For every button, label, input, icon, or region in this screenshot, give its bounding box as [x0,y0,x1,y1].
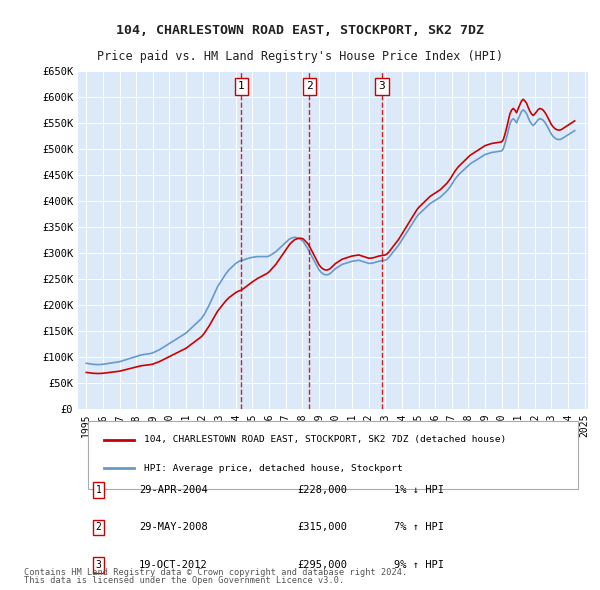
Text: 29-APR-2004: 29-APR-2004 [139,485,208,495]
Text: 104, CHARLESTOWN ROAD EAST, STOCKPORT, SK2 7DZ: 104, CHARLESTOWN ROAD EAST, STOCKPORT, S… [116,24,484,37]
FancyBboxPatch shape [88,421,578,489]
Text: £295,000: £295,000 [297,560,347,570]
Text: 3: 3 [379,81,385,91]
Text: 7% ↑ HPI: 7% ↑ HPI [394,523,444,532]
Text: 104, CHARLESTOWN ROAD EAST, STOCKPORT, SK2 7DZ (detached house): 104, CHARLESTOWN ROAD EAST, STOCKPORT, S… [145,435,506,444]
Text: Price paid vs. HM Land Registry's House Price Index (HPI): Price paid vs. HM Land Registry's House … [97,50,503,63]
Text: 19-OCT-2012: 19-OCT-2012 [139,560,208,570]
Text: 1: 1 [95,485,101,495]
Text: 2: 2 [95,523,101,532]
Text: HPI: Average price, detached house, Stockport: HPI: Average price, detached house, Stoc… [145,464,403,473]
Text: This data is licensed under the Open Government Licence v3.0.: This data is licensed under the Open Gov… [24,576,344,585]
Text: 3: 3 [95,560,101,570]
Text: £228,000: £228,000 [297,485,347,495]
Text: 1: 1 [238,81,245,91]
Text: 1% ↓ HPI: 1% ↓ HPI [394,485,444,495]
Text: 29-MAY-2008: 29-MAY-2008 [139,523,208,532]
Text: 2: 2 [306,81,313,91]
Text: Contains HM Land Registry data © Crown copyright and database right 2024.: Contains HM Land Registry data © Crown c… [24,568,407,577]
Text: £315,000: £315,000 [297,523,347,532]
Text: 9% ↑ HPI: 9% ↑ HPI [394,560,444,570]
